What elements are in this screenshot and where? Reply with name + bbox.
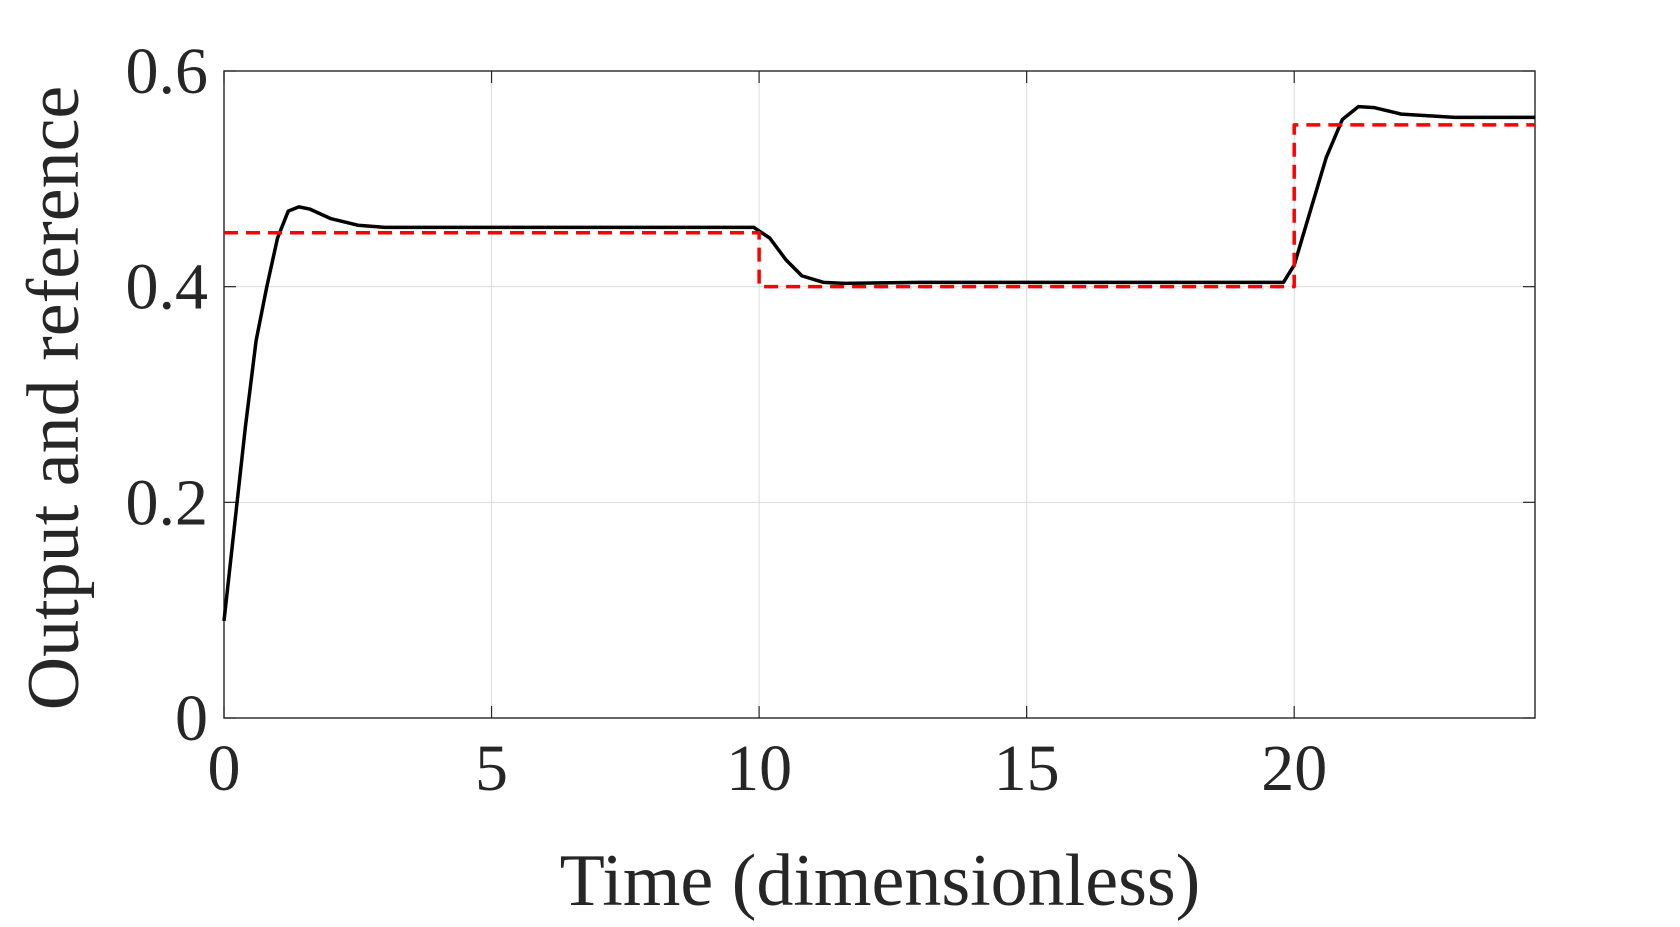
x-axis-label: Time (dimensionless) bbox=[560, 840, 1201, 922]
y-tick-label: 0.6 bbox=[126, 35, 209, 108]
x-tick-label: 15 bbox=[994, 732, 1060, 805]
x-tick-label: 10 bbox=[726, 732, 792, 805]
x-tick-label: 0 bbox=[208, 732, 241, 805]
x-tick-label: 20 bbox=[1261, 732, 1327, 805]
y-tick-label: 0.2 bbox=[126, 466, 209, 539]
plot-area bbox=[224, 71, 1535, 718]
axes-frame bbox=[223, 70, 1536, 719]
x-tick-label: 5 bbox=[475, 732, 508, 805]
series-line bbox=[224, 123, 1535, 289]
y-tick-label: 0.4 bbox=[126, 251, 209, 324]
y-tick-label: 0 bbox=[175, 682, 208, 755]
series-line bbox=[222, 104, 1535, 622]
y-axis-label: Output and reference bbox=[13, 86, 95, 711]
